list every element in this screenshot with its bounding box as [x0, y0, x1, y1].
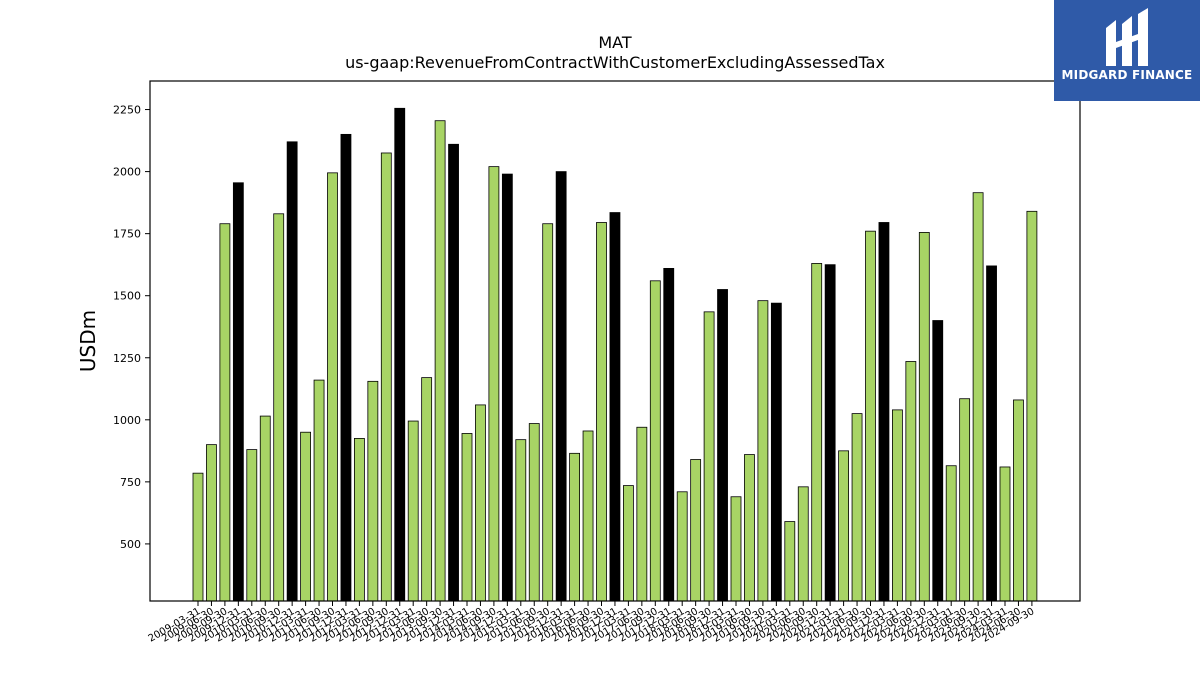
bar-2020-09-30	[811, 263, 823, 602]
y-tick-label: 1750	[113, 228, 141, 241]
bar-2013-03-31	[407, 420, 419, 602]
bar-2010-12-31	[286, 141, 298, 602]
bar-2012-06-30	[367, 380, 379, 602]
bar-2017-12-31	[663, 267, 675, 602]
bar-2021-09-30	[865, 230, 876, 602]
bar-2013-09-30	[434, 120, 446, 602]
bar-2022-03-31	[892, 409, 903, 602]
y-tick-label: 500	[120, 538, 141, 551]
chart-subtitle: us-gaap:RevenueFromContractWithCustomerE…	[345, 53, 885, 72]
bar-2023-06-30	[959, 398, 971, 602]
bar-2019-06-30	[744, 454, 755, 602]
bar-2009-12-31	[232, 182, 244, 602]
y-tick-label: 1000	[113, 414, 141, 427]
bar-2014-06-30	[475, 404, 486, 602]
bar-2014-12-31	[501, 173, 513, 602]
bar-2018-03-31	[676, 491, 688, 602]
bar-2024-06-30	[1013, 399, 1024, 602]
bar-2017-03-31	[623, 485, 634, 602]
y-tick-label: 2250	[113, 104, 141, 117]
bar-2016-09-30	[596, 222, 607, 602]
bar-2011-12-31	[340, 133, 352, 602]
bar-2021-12-31	[878, 222, 890, 602]
bar-2016-12-31	[609, 212, 621, 602]
bar-2022-12-31	[932, 320, 944, 602]
bar-2017-09-30	[649, 280, 661, 602]
bar-2024-03-31	[999, 466, 1011, 602]
bar-2009-09-30	[219, 223, 231, 602]
bar-2015-06-30	[528, 423, 540, 602]
y-axis-label: USDm	[76, 310, 100, 372]
bar-2018-12-31	[717, 289, 728, 602]
y-tick-label: 1500	[113, 290, 141, 303]
y-axis-ticks: 500 750 1000 1250 1500 1750 2000 2250	[113, 104, 150, 551]
bar-2013-12-31	[448, 143, 459, 602]
bar-2013-06-30	[421, 377, 433, 602]
bar-2015-09-30	[542, 223, 554, 602]
plot-frame	[149, 80, 1081, 602]
bar-2016-03-31	[569, 452, 580, 602]
bar-2018-09-30	[703, 311, 715, 602]
bar-2021-03-31	[838, 450, 849, 602]
bar-2016-06-30	[582, 430, 594, 602]
bar-2011-06-30	[313, 379, 325, 602]
bar-2018-06-30	[690, 459, 702, 602]
x-axis-ticks: 2009-03-312009-06-302009-09-302009-12-31…	[147, 601, 1036, 645]
bar-2021-06-30	[851, 413, 863, 602]
bar-2011-03-31	[300, 431, 312, 602]
bar-2010-09-30	[273, 213, 285, 602]
bar-2020-03-31	[784, 521, 796, 602]
bar-2010-06-30	[259, 415, 271, 602]
bar-2019-09-30	[757, 300, 769, 602]
bar-2019-12-31	[770, 302, 782, 602]
bar-2022-06-30	[905, 361, 917, 602]
midgard-logo-icon	[1106, 8, 1148, 66]
bar-2009-06-30	[206, 444, 217, 602]
bar-2012-03-31	[353, 438, 365, 602]
bar-2020-12-31	[824, 264, 836, 602]
bar-2024-09-30	[1026, 210, 1038, 602]
chart-title: MAT	[598, 33, 632, 52]
bar-2014-03-31	[461, 433, 473, 602]
y-tick-label: 1250	[113, 352, 141, 365]
bar-2020-06-30	[797, 486, 809, 602]
y-tick-label: 2000	[113, 166, 141, 179]
bar-2015-03-31	[515, 439, 527, 602]
bar-2009-03-31	[192, 472, 204, 602]
bar-2012-09-30	[380, 152, 392, 602]
bar-2023-09-30	[972, 192, 984, 602]
bar-2010-03-31	[246, 449, 258, 602]
midgard-logo: MIDGARD FINANCE	[1054, 0, 1200, 101]
logo-text: MIDGARD FINANCE	[1061, 68, 1193, 82]
y-tick-label: 750	[120, 476, 141, 489]
bar-2023-03-31	[945, 465, 957, 602]
bar-2022-09-30	[918, 232, 930, 602]
bar-2019-03-31	[730, 496, 742, 602]
bar-2012-12-31	[394, 107, 406, 602]
bar-2015-12-31	[555, 171, 567, 602]
bar-2014-09-30	[488, 166, 500, 602]
bar-2011-09-30	[327, 172, 338, 602]
bar-group	[192, 107, 1038, 602]
bar-2023-12-31	[986, 265, 997, 602]
bar-2017-06-30	[636, 426, 648, 602]
